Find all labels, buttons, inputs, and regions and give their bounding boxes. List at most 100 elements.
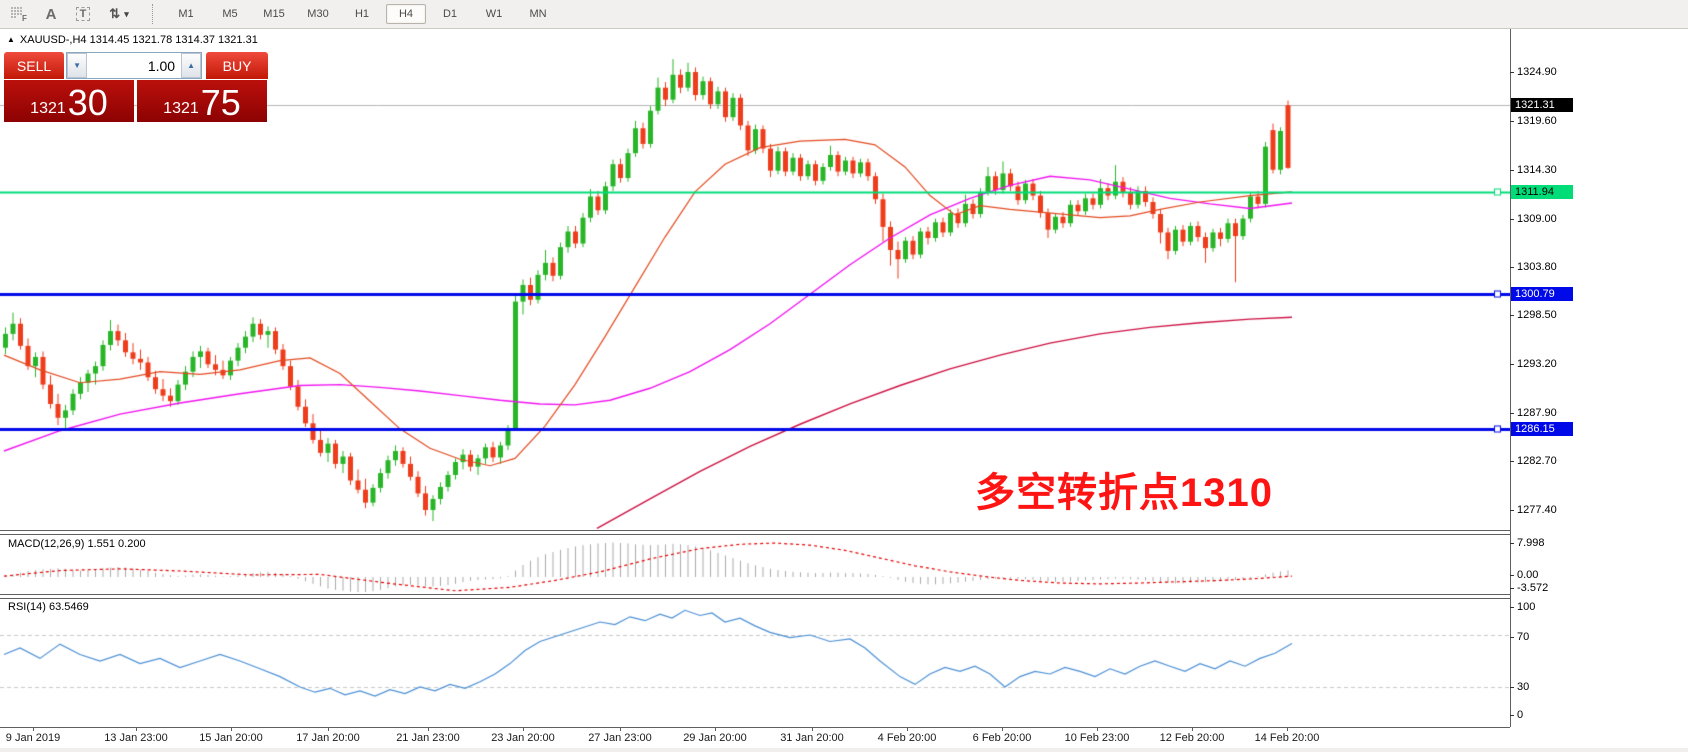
price-tick-mark [1510,72,1514,73]
sell-price-big: 30 [67,81,108,123]
time-tick-label: 21 Jan 23:00 [396,732,460,744]
price-tick-mark [1510,687,1514,688]
price-tick-label: 1314.30 [1517,163,1557,176]
time-tick-label: 6 Feb 20:00 [972,732,1032,744]
time-tick-label: 29 Jan 20:00 [683,732,747,744]
indicator-grid-icon-svg: F [11,7,27,22]
sell-price-panel[interactable]: 1321 30 [4,80,134,122]
macd-label: MACD(12,26,9) 1.551 0.200 [8,538,146,550]
sell-button[interactable]: SELL [4,52,65,79]
time-tick-mark [1287,728,1288,731]
trade-prices-row: 1321 30 1321 75 [4,80,268,122]
chart-title-text: XAUUSD-,H4 1314.45 1321.78 1314.37 1321.… [19,34,258,46]
time-tick-label: 4 Feb 20:00 [877,732,937,744]
price-tick-label: 1303.80 [1517,260,1557,273]
time-tick-label: 12 Feb 20:00 [1159,732,1225,744]
time-tick-mark [1097,728,1098,731]
price-axis[interactable]: 1324.90 1319.60 1314.30 1309.00 1303.80 1298.… [1510,29,1688,752]
toolbar-separator [152,4,154,24]
price-tick-mark [1510,607,1514,608]
rsi-axis-label: 100 [1517,601,1536,613]
timeframe-button-m15[interactable]: M15 [263,8,285,20]
price-tick-mark [1510,637,1514,638]
time-tick-label: 31 Jan 20:00 [780,732,844,744]
timeframe-button-m1[interactable]: M1 [178,8,194,20]
time-tick-label: 15 Jan 20:00 [199,732,263,744]
time-tick-mark [328,728,329,731]
current-price-box: 1321.31 [1511,98,1573,113]
volume-increase-button[interactable]: ▲ [181,53,202,78]
price-axis-border [1510,29,1511,727]
timeframe-group: M1 M5 M15 M30 H1 H4 D1 W1 MN [164,4,560,24]
macd-axis-label: -3.572 [1517,582,1549,594]
dropdown-caret-icon: ▾ [124,8,129,19]
timeframe-button-d1[interactable]: D1 [442,8,458,20]
time-tick-mark [1192,728,1193,731]
price-tick-label: 1319.60 [1517,114,1557,127]
time-tick-label: 10 Feb 23:00 [1064,732,1130,744]
time-tick-mark [231,728,232,731]
time-tick-mark [812,728,813,731]
price-tick-label: 1309.00 [1517,212,1557,225]
price-tick-mark [1510,461,1514,463]
timeframe-button-mn[interactable]: MN [529,8,547,20]
time-tick-mark [620,728,621,731]
time-axis[interactable]: 9 Jan 2019 13 Jan 23:00 15 Jan 20:00 17 Jan… [0,728,1688,748]
chart-annotation-text: 多空转折点1310 [975,471,1273,515]
collapse-panel-icon[interactable]: ▲ [7,35,15,44]
time-axis-border [0,727,1688,728]
time-tick-mark [428,728,429,731]
buy-price-big: 75 [200,81,241,123]
sell-price-small: 1321 [30,100,66,117]
timeframe-button-m30[interactable]: M30 [307,8,329,20]
price-tick-label: 1287.90 [1517,407,1557,420]
volume-input[interactable] [87,53,182,78]
macd-axis-label: 7.998 [1517,537,1545,549]
price-tick-mark [1510,510,1514,511]
price-tick-mark [1510,715,1514,716]
macd-panel-canvas[interactable] [0,533,1510,594]
timeframe-button-h4[interactable]: H4 [386,4,426,24]
text-box-icon[interactable]: T [70,3,96,25]
time-tick-label: 13 Jan 23:00 [104,732,168,744]
trade-buttons-row: SELL ▼ ▲ BUY [4,52,268,79]
time-tick-label: 27 Jan 23:00 [588,732,652,744]
blue-level-box-2: 1286.15 [1511,422,1573,437]
time-tick-label: 14 Feb 20:00 [1254,732,1320,744]
price-tick-mark [1510,543,1514,544]
time-tick-label: 23 Jan 20:00 [491,732,555,744]
time-tick-mark [136,728,137,731]
chart-title: ▲ XAUUSD-,H4 1314.45 1321.78 1314.37 1321… [7,34,258,46]
price-tick-label: 1282.70 [1517,455,1557,468]
buy-button[interactable]: BUY [206,52,268,79]
timeframe-button-w1[interactable]: W1 [485,8,503,20]
toolbar: F A T ⇅ ▾ M1 M5 M15 M30 H1 H4 D1 W1 MN [0,0,1688,29]
window-bottom-strip [0,748,1688,752]
price-tick-label: 1298.50 [1517,309,1557,322]
timeframe-button-h1[interactable]: H1 [354,8,370,20]
price-tick-mark [1510,120,1514,122]
time-tick-label: 9 Jan 2019 [5,732,61,744]
text-label-icon[interactable]: A [45,5,57,23]
volume-stepper: ▼ ▲ [66,52,203,79]
indicator-grid-icon[interactable]: F [6,3,32,25]
rsi-axis-label: 70 [1517,631,1530,643]
time-tick-mark [33,728,34,731]
time-tick-label: 17 Jan 20:00 [296,732,360,744]
arrange-arrows-icon[interactable]: ⇅ ▾ [109,6,129,21]
price-tick-mark [1510,266,1514,268]
rsi-panel-canvas[interactable] [0,597,1510,726]
price-tick-mark [1510,575,1514,576]
price-tick-label: 1324.90 [1517,66,1557,78]
buy-price-small: 1321 [163,100,199,117]
green-level-box: 1311.94 [1511,184,1573,199]
time-tick-mark [1002,728,1003,731]
volume-decrease-button[interactable]: ▼ [67,53,88,78]
one-click-trading-panel: SELL ▼ ▲ BUY 1321 30 1321 75 [4,52,268,122]
price-tick-mark [1510,315,1514,317]
buy-price-panel[interactable]: 1321 75 [137,80,267,122]
blue-level-box-1: 1300.79 [1511,287,1573,302]
time-tick-mark [907,728,908,731]
timeframe-button-m5[interactable]: M5 [222,8,238,20]
